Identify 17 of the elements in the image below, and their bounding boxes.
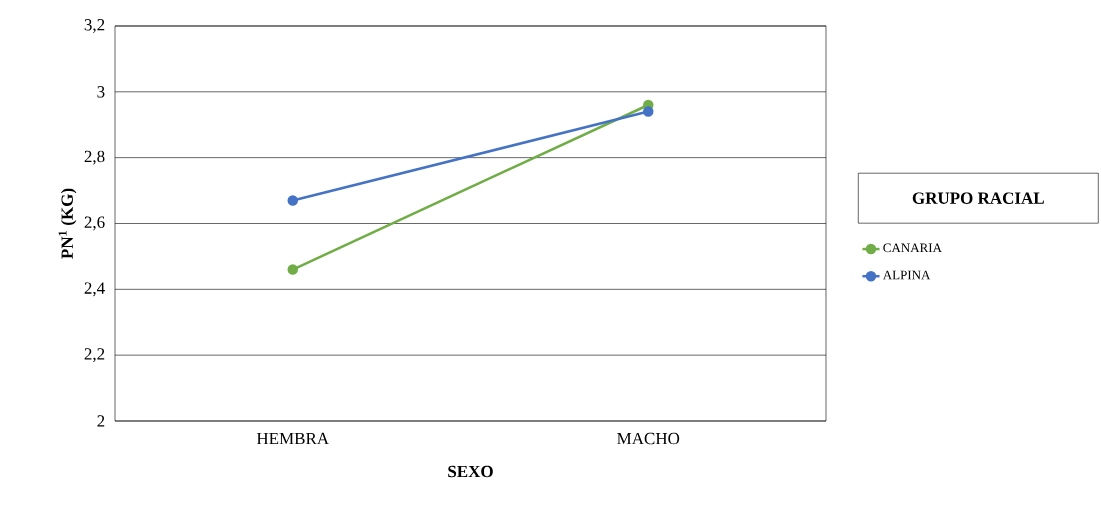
point	[287, 195, 299, 206]
y-tick-label: 3,2	[84, 19, 105, 33]
legend-title: GRUPO RACIAL	[912, 192, 1044, 204]
y-tick-label: 2,4	[84, 282, 105, 297]
legend-label: CANARIA	[883, 243, 942, 253]
y-tick-label: 2	[97, 415, 105, 427]
y-tick-label: 2,8	[84, 150, 105, 165]
y-tick-label: 2,2	[84, 348, 105, 363]
x-tick-label: MACHO	[617, 432, 680, 445]
legend-label: ALPINA	[882, 270, 931, 280]
y-axis-title: PN$^{1}$ (KG)	[58, 188, 77, 259]
point	[643, 106, 654, 117]
x-axis-title: SEXO	[448, 465, 493, 478]
y-tick-label: 3	[97, 86, 105, 98]
y-tick-label: 2,6	[84, 216, 105, 231]
x-tick-label: HEMBRA	[256, 432, 329, 445]
point	[287, 264, 299, 275]
